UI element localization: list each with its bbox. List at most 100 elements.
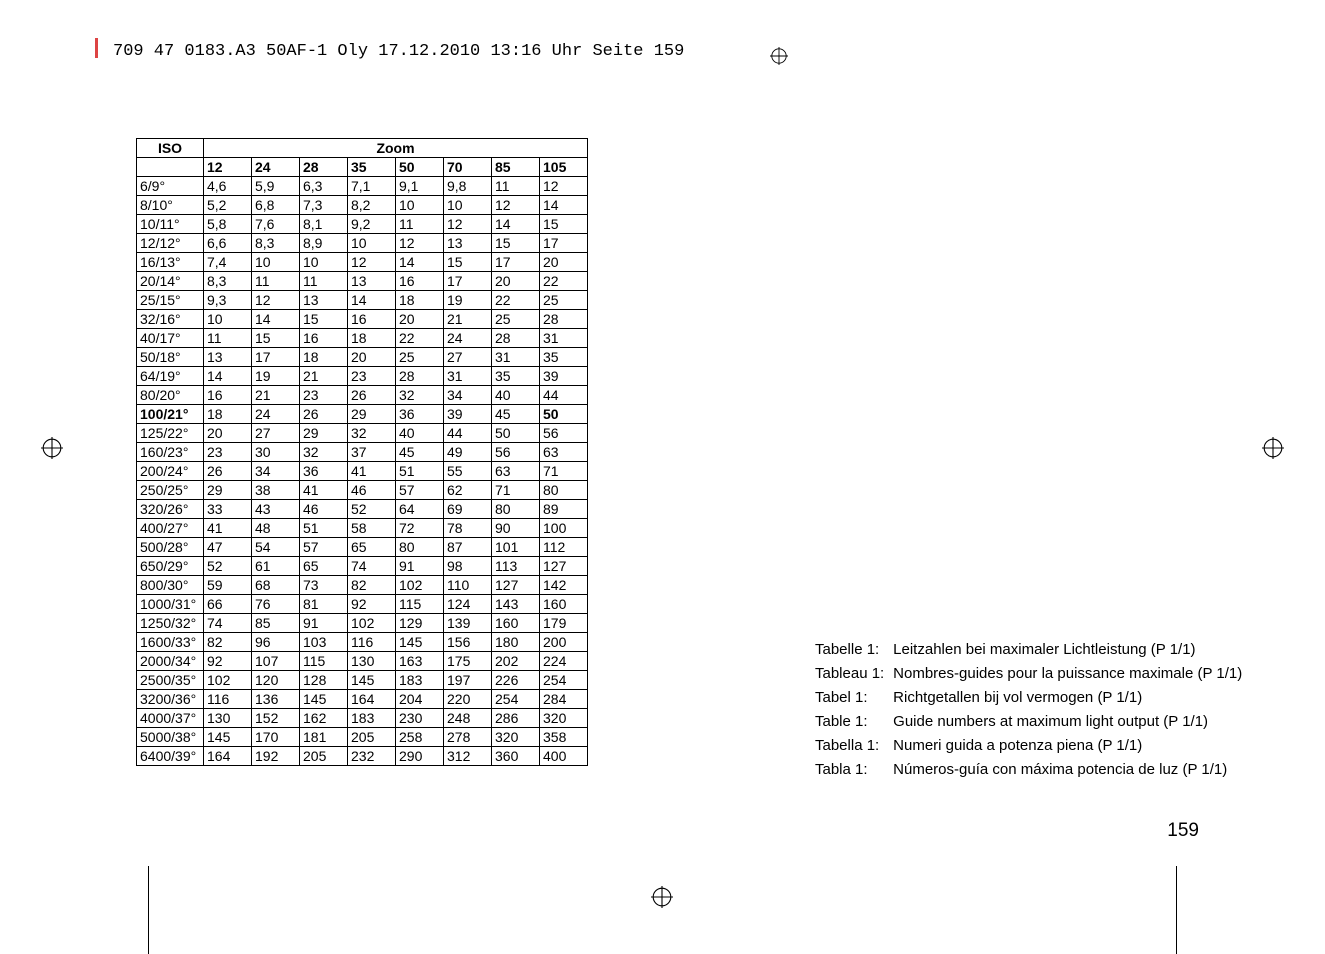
- value-cell: 145: [300, 690, 348, 709]
- value-cell: 6,3: [300, 177, 348, 196]
- value-cell: 312: [444, 747, 492, 766]
- value-cell: 290: [396, 747, 444, 766]
- value-cell: 226: [492, 671, 540, 690]
- iso-cell: 25/15°: [137, 291, 204, 310]
- value-cell: 92: [348, 595, 396, 614]
- value-cell: 14: [204, 367, 252, 386]
- value-cell: 24: [252, 405, 300, 424]
- table-row: 5000/38°145170181205258278320358: [137, 728, 588, 747]
- value-cell: 278: [444, 728, 492, 747]
- table-row: 800/30°59687382102110127142: [137, 576, 588, 595]
- value-cell: 7,1: [348, 177, 396, 196]
- value-cell: 224: [540, 652, 588, 671]
- value-cell: 14: [540, 196, 588, 215]
- value-cell: 103: [300, 633, 348, 652]
- iso-cell: 800/30°: [137, 576, 204, 595]
- value-cell: 10: [300, 253, 348, 272]
- registration-mark-top: [770, 47, 788, 65]
- value-cell: 32: [348, 424, 396, 443]
- iso-cell: 160/23°: [137, 443, 204, 462]
- value-cell: 39: [444, 405, 492, 424]
- value-cell: 127: [492, 576, 540, 595]
- registration-mark-bottom: [651, 886, 673, 908]
- value-cell: 91: [300, 614, 348, 633]
- iso-cell: 64/19°: [137, 367, 204, 386]
- value-cell: 36: [396, 405, 444, 424]
- value-cell: 6,6: [204, 234, 252, 253]
- value-cell: 8,2: [348, 196, 396, 215]
- value-cell: 12: [252, 291, 300, 310]
- value-cell: 142: [540, 576, 588, 595]
- table-row: 100/21°1824262936394550: [137, 405, 588, 424]
- value-cell: 183: [348, 709, 396, 728]
- value-cell: 23: [204, 443, 252, 462]
- iso-blank: [137, 158, 204, 177]
- value-cell: 32: [396, 386, 444, 405]
- zoom-col-50: 50: [396, 158, 444, 177]
- value-cell: 5,8: [204, 215, 252, 234]
- iso-cell: 6400/39°: [137, 747, 204, 766]
- table-row: 650/29°526165749198113127: [137, 557, 588, 576]
- value-cell: 145: [396, 633, 444, 652]
- iso-cell: 200/24°: [137, 462, 204, 481]
- table-row: 4000/37°130152162183230248286320: [137, 709, 588, 728]
- value-cell: 64: [396, 500, 444, 519]
- value-cell: 6,8: [252, 196, 300, 215]
- value-cell: 13: [300, 291, 348, 310]
- value-cell: 11: [300, 272, 348, 291]
- iso-cell: 125/22°: [137, 424, 204, 443]
- zoom-col-28: 28: [300, 158, 348, 177]
- caption-line: Table 1: Guide numbers at maximum light …: [815, 710, 1242, 734]
- value-cell: 13: [444, 234, 492, 253]
- zoom-col-12: 12: [204, 158, 252, 177]
- iso-cell: 12/12°: [137, 234, 204, 253]
- caption-label: Tabelle 1:: [815, 638, 889, 662]
- value-cell: 12: [348, 253, 396, 272]
- value-cell: 20: [540, 253, 588, 272]
- value-cell: 31: [444, 367, 492, 386]
- value-cell: 15: [252, 329, 300, 348]
- value-cell: 34: [252, 462, 300, 481]
- caption-label: Tabella 1:: [815, 734, 889, 758]
- value-cell: 116: [204, 690, 252, 709]
- value-cell: 18: [300, 348, 348, 367]
- value-cell: 170: [252, 728, 300, 747]
- iso-cell: 320/26°: [137, 500, 204, 519]
- value-cell: 200: [540, 633, 588, 652]
- iso-cell: 80/20°: [137, 386, 204, 405]
- iso-cell: 100/21°: [137, 405, 204, 424]
- value-cell: 202: [492, 652, 540, 671]
- value-cell: 16: [396, 272, 444, 291]
- caption-text: Numeri guida a potenza piena (P 1/1): [889, 737, 1142, 754]
- value-cell: 16: [300, 329, 348, 348]
- value-cell: 48: [252, 519, 300, 538]
- value-cell: 9,3: [204, 291, 252, 310]
- value-cell: 51: [300, 519, 348, 538]
- table-row: 6/9°4,65,96,37,19,19,81112: [137, 177, 588, 196]
- value-cell: 5,9: [252, 177, 300, 196]
- table-row: 2000/34°92107115130163175202224: [137, 652, 588, 671]
- value-cell: 160: [540, 595, 588, 614]
- value-cell: 27: [444, 348, 492, 367]
- value-cell: 78: [444, 519, 492, 538]
- value-cell: 12: [444, 215, 492, 234]
- value-cell: 17: [252, 348, 300, 367]
- value-cell: 14: [396, 253, 444, 272]
- value-cell: 258: [396, 728, 444, 747]
- zoom-header: Zoom: [204, 139, 588, 158]
- zoom-col-105: 105: [540, 158, 588, 177]
- value-cell: 62: [444, 481, 492, 500]
- value-cell: 10: [348, 234, 396, 253]
- value-cell: 152: [252, 709, 300, 728]
- value-cell: 7,6: [252, 215, 300, 234]
- value-cell: 254: [540, 671, 588, 690]
- value-cell: 25: [492, 310, 540, 329]
- value-cell: 232: [348, 747, 396, 766]
- value-cell: 164: [348, 690, 396, 709]
- value-cell: 230: [396, 709, 444, 728]
- table-row: 20/14°8,311111316172022: [137, 272, 588, 291]
- value-cell: 21: [444, 310, 492, 329]
- caption-text: Leitzahlen bei maximaler Lichtleistung (…: [889, 641, 1196, 658]
- table-row: 80/20°1621232632344044: [137, 386, 588, 405]
- value-cell: 100: [540, 519, 588, 538]
